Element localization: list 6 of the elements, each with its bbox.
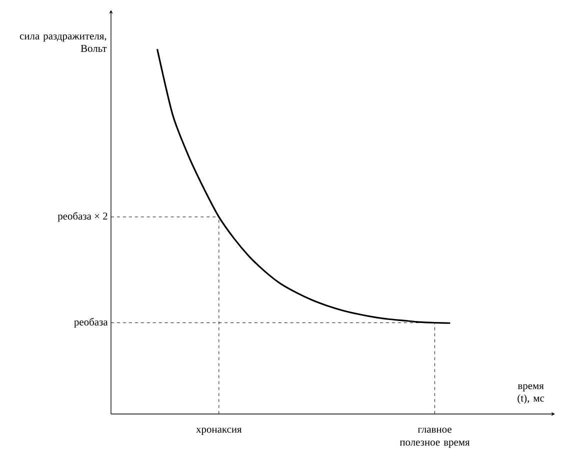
x-tick-label: хронаксия: [196, 428, 242, 435]
ref-line-label: реобаза: [74, 318, 108, 328]
x-axis-title: время (t), мс: [518, 384, 544, 404]
x-tick-label: главное полезное время: [400, 428, 470, 448]
ref-line-label: реобаза × 2: [58, 212, 108, 222]
y-axis-title: сила раздражителя, Вольт: [20, 34, 107, 52]
